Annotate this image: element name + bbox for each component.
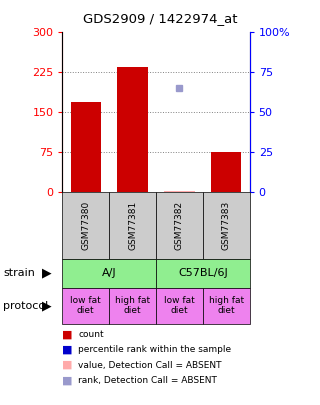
Text: protocol: protocol (3, 301, 48, 311)
Bar (164, 191, 195, 192)
Text: high fat
diet: high fat diet (209, 296, 244, 315)
Text: ▶: ▶ (42, 267, 51, 280)
Bar (71, 102, 101, 192)
Text: high fat
diet: high fat diet (115, 296, 150, 315)
Text: ■: ■ (62, 375, 73, 386)
Text: ▶: ▶ (42, 299, 51, 312)
Text: strain: strain (3, 269, 35, 278)
Text: ■: ■ (62, 329, 73, 339)
Text: GSM77380: GSM77380 (81, 201, 90, 250)
Text: count: count (78, 330, 104, 339)
Text: ■: ■ (62, 360, 73, 370)
Bar (117, 67, 148, 192)
Text: ■: ■ (62, 345, 73, 355)
Text: rank, Detection Call = ABSENT: rank, Detection Call = ABSENT (78, 376, 217, 385)
Text: GSM77383: GSM77383 (222, 201, 231, 250)
Text: A/J: A/J (102, 269, 116, 278)
Bar (211, 152, 241, 192)
Text: low fat
diet: low fat diet (164, 296, 195, 315)
Text: value, Detection Call = ABSENT: value, Detection Call = ABSENT (78, 361, 222, 370)
Text: C57BL/6J: C57BL/6J (178, 269, 228, 278)
Text: GDS2909 / 1422974_at: GDS2909 / 1422974_at (83, 12, 237, 25)
Text: GSM77381: GSM77381 (128, 201, 137, 250)
Text: GSM77382: GSM77382 (175, 201, 184, 250)
Text: percentile rank within the sample: percentile rank within the sample (78, 345, 232, 354)
Text: low fat
diet: low fat diet (70, 296, 101, 315)
